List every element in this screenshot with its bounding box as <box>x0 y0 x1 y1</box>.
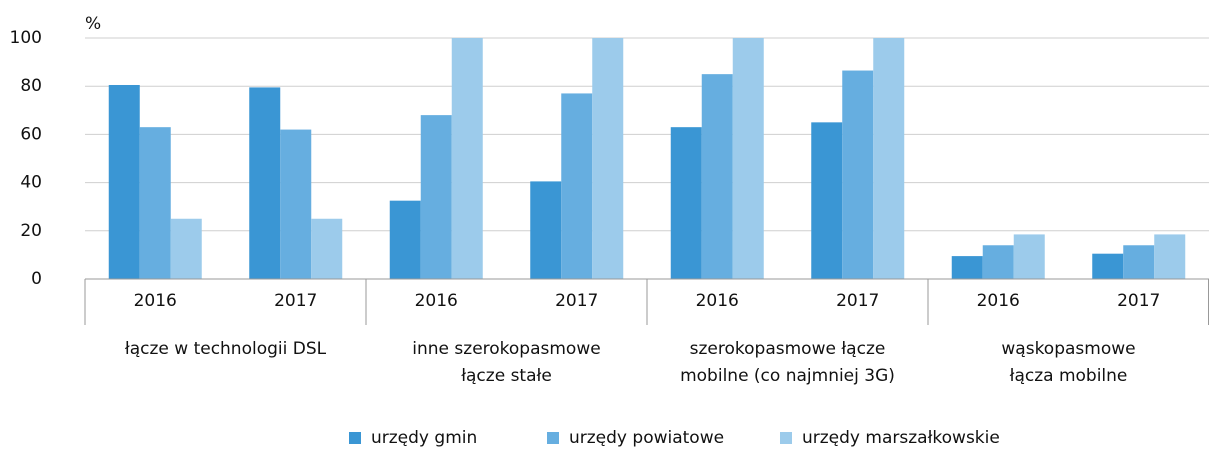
bar <box>1092 253 1124 279</box>
x-tick-label: 2017 <box>274 291 317 311</box>
bar <box>1013 234 1045 279</box>
bar <box>108 84 140 280</box>
legend-label: urzędy gmin <box>371 428 477 448</box>
bar <box>701 74 733 280</box>
bar <box>249 87 281 279</box>
group-label: łącze w technologii DSL <box>125 339 327 359</box>
bar <box>592 38 624 279</box>
bar <box>982 245 1014 279</box>
x-tick-label: 2016 <box>977 291 1020 311</box>
bar <box>280 129 312 279</box>
bar <box>1123 245 1155 279</box>
x-tick-label: 2016 <box>696 291 739 311</box>
y-tick-label: 40 <box>20 173 42 193</box>
y-tick-label: 20 <box>20 221 42 241</box>
legend-swatch <box>780 432 792 444</box>
y-tick-label: 100 <box>10 28 42 48</box>
unit-label: % <box>85 14 101 34</box>
bar <box>842 70 874 279</box>
bar <box>811 122 843 279</box>
bar <box>732 38 764 279</box>
legend-label: urzędy powiatowe <box>569 428 724 448</box>
group-label: mobilne (co najmniej 3G) <box>680 366 895 386</box>
y-tick-label: 0 <box>31 269 42 289</box>
x-tick-label: 2017 <box>555 291 598 311</box>
legend-swatch <box>547 432 559 444</box>
y-tick-label: 60 <box>20 124 42 144</box>
bar <box>311 218 343 279</box>
x-tick-label: 2017 <box>1117 291 1160 311</box>
bar <box>139 127 171 279</box>
bar <box>873 38 905 279</box>
group-label: łącze stałe <box>461 366 552 386</box>
bar <box>530 181 562 279</box>
bar <box>1154 234 1186 279</box>
group-label: inne szerokopasmowe <box>412 339 600 359</box>
bar <box>420 115 452 280</box>
legend-swatch <box>349 432 361 444</box>
group-label: szerokopasmowe łącze <box>690 339 886 359</box>
bar <box>561 93 593 280</box>
bar <box>670 127 702 279</box>
y-tick-label: 80 <box>20 76 42 96</box>
x-tick-label: 2017 <box>836 291 879 311</box>
x-tick-label: 2016 <box>415 291 458 311</box>
x-tick-label: 2016 <box>134 291 177 311</box>
bar <box>951 256 983 279</box>
group-label: łącza mobilne <box>1010 366 1128 386</box>
group-label: wąskopasmowe <box>1001 339 1135 359</box>
bar <box>451 38 483 279</box>
bar <box>170 218 202 279</box>
legend-label: urzędy marszałkowskie <box>802 428 1000 448</box>
bar <box>389 200 421 279</box>
